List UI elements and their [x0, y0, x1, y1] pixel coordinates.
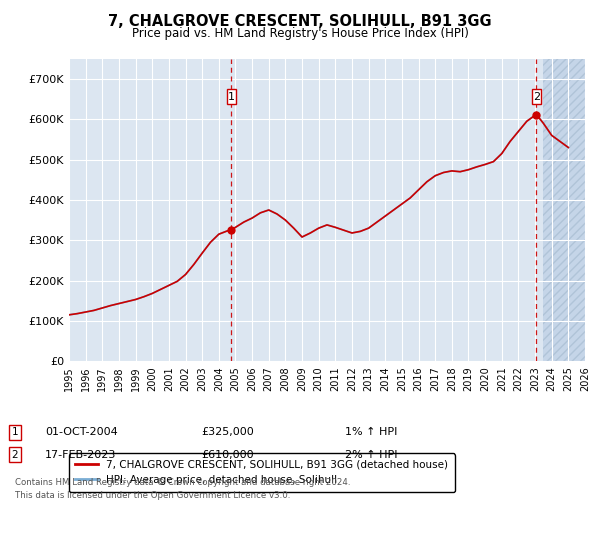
- Text: 7, CHALGROVE CRESCENT, SOLIHULL, B91 3GG: 7, CHALGROVE CRESCENT, SOLIHULL, B91 3GG: [108, 14, 492, 29]
- Text: 01-OCT-2004: 01-OCT-2004: [45, 427, 118, 437]
- Text: 1: 1: [11, 427, 19, 437]
- Text: £610,000: £610,000: [201, 450, 254, 460]
- Text: Price paid vs. HM Land Registry's House Price Index (HPI): Price paid vs. HM Land Registry's House …: [131, 27, 469, 40]
- Text: 2: 2: [533, 92, 540, 101]
- FancyBboxPatch shape: [532, 89, 541, 104]
- Text: 17-FEB-2023: 17-FEB-2023: [45, 450, 116, 460]
- Text: This data is licensed under the Open Government Licence v3.0.: This data is licensed under the Open Gov…: [15, 491, 290, 500]
- Text: £325,000: £325,000: [201, 427, 254, 437]
- Text: 1% ↑ HPI: 1% ↑ HPI: [345, 427, 397, 437]
- Text: Contains HM Land Registry data © Crown copyright and database right 2024.: Contains HM Land Registry data © Crown c…: [15, 478, 350, 487]
- FancyBboxPatch shape: [227, 89, 236, 104]
- Legend: 7, CHALGROVE CRESCENT, SOLIHULL, B91 3GG (detached house), HPI: Average price, d: 7, CHALGROVE CRESCENT, SOLIHULL, B91 3GG…: [69, 454, 455, 492]
- Text: 2: 2: [11, 450, 19, 460]
- Text: 2% ↑ HPI: 2% ↑ HPI: [345, 450, 398, 460]
- Text: 1: 1: [228, 92, 235, 101]
- Bar: [544, 59, 585, 361]
